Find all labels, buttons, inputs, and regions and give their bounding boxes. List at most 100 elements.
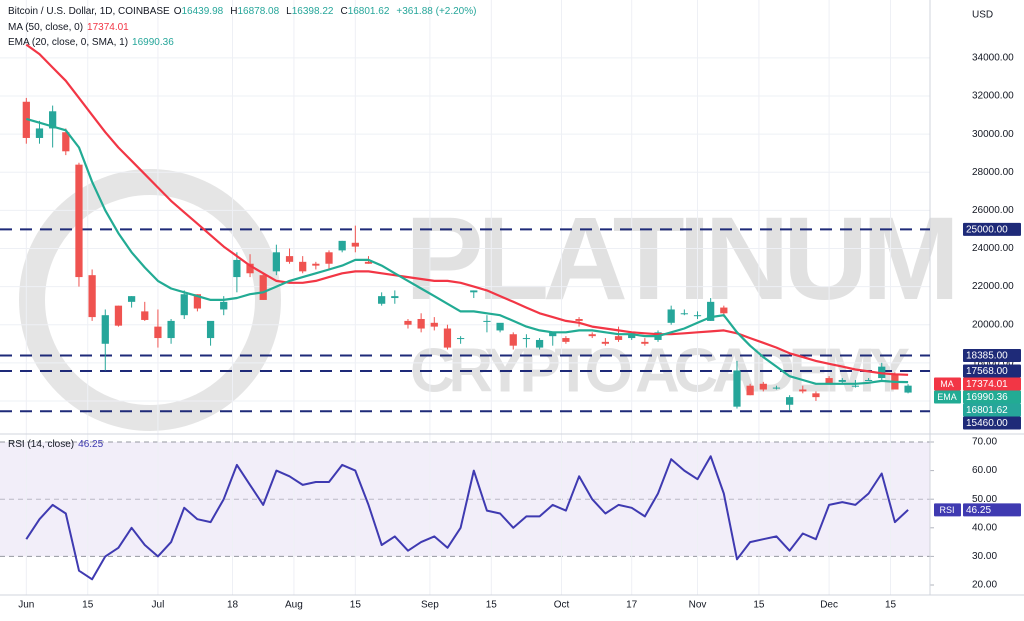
- ema-value: 16990.36: [132, 37, 174, 48]
- candle-body: [391, 296, 399, 299]
- y-tick-label: 24000.00: [972, 243, 1014, 254]
- candle-body: [483, 320, 491, 322]
- symbol-header: Bitcoin / U.S. Dollar, 1D, COINBASE O1643…: [8, 6, 480, 17]
- ema-name: EMA (20, close, 0, SMA, 1): [8, 37, 129, 48]
- ohlc-label: O: [173, 6, 182, 17]
- candle-body: [720, 307, 728, 314]
- candle-body: [470, 290, 478, 293]
- candle-body: [114, 305, 123, 326]
- price-tag-label: 16990.36: [966, 392, 1008, 403]
- ohlc-item: C16801.62: [340, 6, 393, 17]
- candle-body: [614, 336, 623, 340]
- y-tick-label: 32000.00: [972, 91, 1014, 102]
- x-tick-label: Aug: [285, 600, 303, 611]
- price-tag: [963, 416, 1021, 430]
- rsi-line: [25, 455, 909, 581]
- rsi-tick-label: 20.00: [972, 580, 997, 591]
- ohlc-item: O16439.98: [174, 6, 228, 17]
- candle-body: [430, 322, 438, 327]
- price-change: +361.88 (+2.20%): [396, 6, 477, 17]
- candle-body: [154, 326, 162, 339]
- candle-body: [496, 322, 504, 331]
- candle-body: [693, 315, 702, 317]
- rsi-tick-label: 70.00: [972, 437, 997, 448]
- ohlc-label: H: [230, 6, 238, 17]
- candle-body: [851, 385, 860, 387]
- candle-body: [562, 338, 570, 342]
- tag-name-box: [934, 503, 961, 517]
- candle-body: [759, 383, 767, 390]
- x-tick-label: Dec: [820, 600, 838, 611]
- price-tag-label: 18385.00: [966, 351, 1008, 362]
- y-tick-label: 34000.00: [972, 53, 1014, 64]
- candle-body: [799, 389, 807, 392]
- candle-body: [641, 341, 649, 344]
- tag-name: MA: [940, 379, 954, 389]
- rsi-tick-label: 60.00: [972, 465, 997, 476]
- tag-name: EMA: [937, 392, 957, 402]
- y-tick-label: 26000.00: [972, 205, 1014, 216]
- price-tag-label: 15460.00: [966, 418, 1008, 429]
- ohlc-item: L16398.22: [286, 6, 337, 17]
- candle-body: [588, 334, 596, 337]
- y-tick-label: 20000.00: [972, 319, 1014, 330]
- ma-name: MA (50, close, 0): [8, 22, 84, 33]
- candle-body: [772, 387, 781, 389]
- candle-body: [272, 252, 280, 272]
- price-tag-label: 17374.01: [966, 379, 1008, 390]
- candle-body: [786, 397, 794, 405]
- x-tick-label: 15: [82, 600, 94, 611]
- candle-body: [206, 320, 215, 339]
- candle-body: [535, 339, 544, 348]
- ohlc-label: C: [340, 6, 348, 17]
- candle-body: [628, 334, 636, 339]
- tag-name-box: [934, 377, 961, 391]
- y-tick-label: 30000.00: [972, 129, 1014, 140]
- candle-body: [707, 301, 715, 321]
- candle-body: [351, 242, 359, 247]
- candle-body: [456, 338, 465, 340]
- y-tick-label: 22000.00: [972, 281, 1014, 292]
- x-tick-label: 17: [626, 600, 638, 611]
- price-tag: [963, 364, 1021, 378]
- rsi-name: RSI (14, close): [8, 439, 75, 450]
- candle-body: [746, 385, 754, 396]
- candle-body: [667, 309, 675, 323]
- symbol-title: Bitcoin / U.S. Dollar, 1D, COINBASE: [8, 6, 170, 17]
- ma-value: 17374.01: [87, 22, 129, 33]
- candle-body: [35, 128, 44, 138]
- candle-body: [49, 111, 57, 129]
- x-tick-label: Nov: [689, 600, 707, 611]
- x-tick-label: 15: [885, 600, 897, 611]
- rsi-tick-label: 40.00: [972, 522, 997, 533]
- candle-body: [312, 263, 320, 266]
- candle-body: [285, 256, 294, 262]
- price-tag: [963, 348, 1021, 362]
- price-tag: [963, 390, 1021, 404]
- candle-body: [233, 259, 241, 278]
- ohlc-value: 16878.08: [237, 6, 280, 17]
- candle-body: [575, 318, 583, 321]
- rsi-value: 46.25: [78, 439, 104, 450]
- ema-legend: EMA (20, close, 0, SMA, 1) 16990.36: [8, 37, 178, 48]
- candle-body: [733, 370, 741, 407]
- price-tag: [963, 503, 1021, 517]
- watermark-ring: [19, 169, 281, 431]
- x-tick-label: 15: [350, 600, 362, 611]
- candle-body: [62, 132, 70, 152]
- candle-body: [299, 261, 307, 272]
- indicator-line: [25, 43, 909, 376]
- indicator-line: [25, 117, 909, 385]
- x-tick-label: Oct: [554, 600, 570, 611]
- rsi-tick-label: 30.00: [972, 551, 997, 562]
- candle-body: [549, 332, 557, 337]
- candle-body: [364, 261, 373, 264]
- x-tick-label: 15: [486, 600, 498, 611]
- x-tick-label: Jul: [152, 600, 165, 611]
- rsi-legend: RSI (14, close) 46.25: [8, 439, 107, 450]
- ohlc-item: H16878.08: [230, 6, 283, 17]
- price-tag-label: 16801.62: [966, 405, 1008, 416]
- candle-body: [812, 393, 820, 398]
- ohlc-value: 16398.22: [291, 6, 334, 17]
- candle-body: [601, 341, 609, 344]
